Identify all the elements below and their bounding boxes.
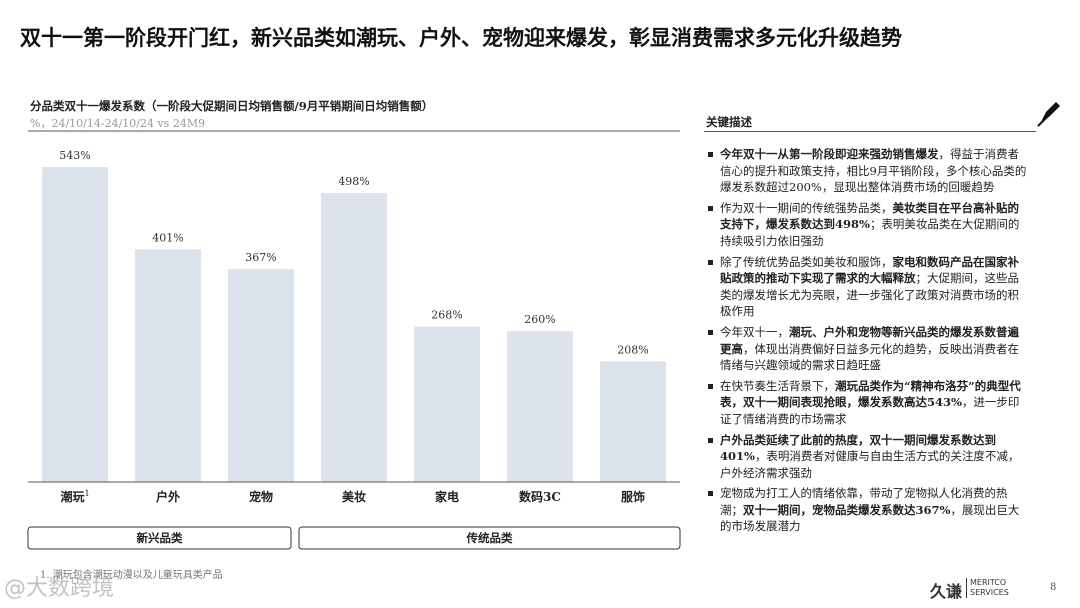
bar: [600, 361, 666, 482]
watermark: @大数跨境: [4, 576, 115, 601]
bullet-text: 潮玩品类作为“精神布洛芬”的典型代表，双十一期间表现抢眼，爆发系数高达543%: [720, 378, 1021, 410]
rule: [704, 131, 1036, 132]
value-label: 367%: [245, 251, 276, 264]
group-label: 新兴品类: [137, 531, 183, 545]
value-label: 543%: [59, 149, 90, 162]
bullet-text: 家电和数码产品在国家补贴政策的推动下实现了需求的大幅释放: [720, 254, 1019, 286]
page-number: 8: [1050, 582, 1057, 593]
bullet: 作为双十一期间的传统强势品类，美妆类目在平台高补贴的支持下，爆发系数达到498%…: [706, 200, 1030, 250]
bullet: 户外品类延续了此前的热度，双十一期间爆发系数达到401%，表明消费者对健康与自由…: [706, 432, 1030, 482]
bullet-text: ，体现出消费偏好日益多元化的趋势，反映出消费者在情绪与兴趣领域的需求日趋旺盛: [720, 341, 1019, 373]
x-tick-label: 服饰: [621, 489, 645, 504]
x-tick-label: 数码3C: [519, 489, 561, 504]
bullet-text: 宠物成为打工人的情绪依靠，带动了宠物拟人化消费的热潮；: [720, 486, 1008, 517]
value-label: 401%: [152, 231, 183, 244]
bullet-text: 除了传统优势品类如美妆和服饰，: [720, 254, 893, 269]
x-tick-label: 家电: [435, 489, 459, 504]
bullet: 今年双十一，潮玩、户外和宠物等新兴品类的爆发系数普遍更高，体现出消费偏好日益多元…: [706, 324, 1030, 374]
logo: 久谦: [930, 582, 963, 601]
bullet-text: ；大促期间，这些品类的爆发增长尤为亮眼，进一步强化了政策对消费市场的积极作用: [720, 271, 1019, 319]
bullet-text: ，进一步印证了情绪消费的市场需求: [720, 395, 1020, 426]
bullet-text: ，展现出巨大的市场发展潜力: [720, 502, 1020, 534]
logo-line: MERITCO: [970, 578, 1007, 587]
group-box: [298, 526, 681, 550]
chart: 543% 潮玩1 401% 户外 367% 宠物 498% 美妆 268% 家电 260% 数码3C 2…: [27, 130, 681, 550]
bullet-text: 美妆类目在平台高补贴的支持下，爆发系数达到498%: [720, 200, 1019, 232]
x-tick-label: 潮玩1: [60, 489, 89, 504]
bar: [42, 167, 108, 482]
bullet: 宠物成为打工人的情绪依靠，带动了宠物拟人化消费的热潮；双十一期间，宠物品类爆发系…: [706, 485, 1030, 535]
bar: [228, 269, 294, 482]
bullet-text: ，表明消费者对健康与自由生活方式的关注度不减，户外经济需求强劲: [720, 449, 1020, 480]
bullet: 在快节奏生活背景下，潮玩品类作为“精神布洛芬”的典型代表，双十一期间表现抢眼，爆…: [706, 378, 1030, 428]
bar: [321, 193, 387, 482]
logo-line: SERVICES: [970, 588, 1009, 597]
value-label: 260%: [524, 313, 555, 326]
value-label: 208%: [617, 343, 648, 356]
bullet-text: 在快节奏生活背景下，: [720, 378, 835, 393]
group-box: [27, 526, 292, 550]
bullet-text: ；表明美妆品类在大促期间的持续吸引力依旧强劲: [720, 217, 1020, 248]
bar: [507, 331, 573, 482]
value-label: 268%: [431, 309, 462, 322]
chart-subtitle: %，24/10/14-24/10/24 vs 24M9: [30, 117, 206, 130]
value-label: 498%: [338, 175, 369, 188]
bar: [414, 326, 480, 482]
bullet: 除了传统优势品类如美妆和服饰，家电和数码产品在国家补贴政策的推动下实现了需求的大…: [706, 254, 1030, 320]
bullet-list: 今年双十一从第一阶段即迎来强劲销售爆发，得益于消费者信心的提升和政策支持，相比9…: [706, 146, 1030, 539]
bullet: 今年双十一从第一阶段即迎来强劲销售爆发，得益于消费者信心的提升和政策支持，相比9…: [706, 146, 1030, 196]
bar: [135, 249, 201, 482]
footnote-marker: 1: [84, 489, 89, 498]
bullet-text: 今年双十一从第一阶段即迎来强劲销售爆发: [720, 147, 939, 161]
slide-title: 双十一第一阶段开门红，新兴品类如潮玩、户外、宠物迎来爆发，彰显消费需求多元化升级…: [20, 25, 902, 50]
bullet-text: 双十一期间，宠物品类爆发系数达367%: [743, 502, 951, 517]
bullet-text: 作为双十一期间的传统强势品类，: [720, 200, 893, 215]
bullet-text: ，得益于消费者信心的提升和政策支持，相比9月平销阶段，多个核心品类的爆发系数超过…: [720, 147, 1027, 195]
footnote: 1. 潮玩包含潮玩动漫以及儿童玩具类产品: [40, 570, 223, 581]
panel-title: 关键描述: [706, 115, 752, 129]
chart-title: 分品类双十一爆发系数（一阶段大促期间日均销售额/9月平销期间日均销售额）: [30, 99, 434, 113]
bullet-text: 潮玩、户外和宠物等新兴品类的爆发系数普遍更高: [720, 324, 1019, 356]
x-tick-label: 宠物: [249, 489, 273, 504]
logo-text: MERITCO SERVICES: [966, 578, 1009, 598]
x-tick-label: 美妆: [342, 489, 366, 504]
x-tick-label: 户外: [156, 489, 180, 504]
bullet-text: 户外品类延续了此前的热度，双十一期间爆发系数达到401%: [720, 432, 996, 464]
bullet-text: 今年双十一，: [720, 324, 789, 339]
pen-icon: [1037, 102, 1060, 127]
group-label: 传统品类: [466, 531, 513, 545]
